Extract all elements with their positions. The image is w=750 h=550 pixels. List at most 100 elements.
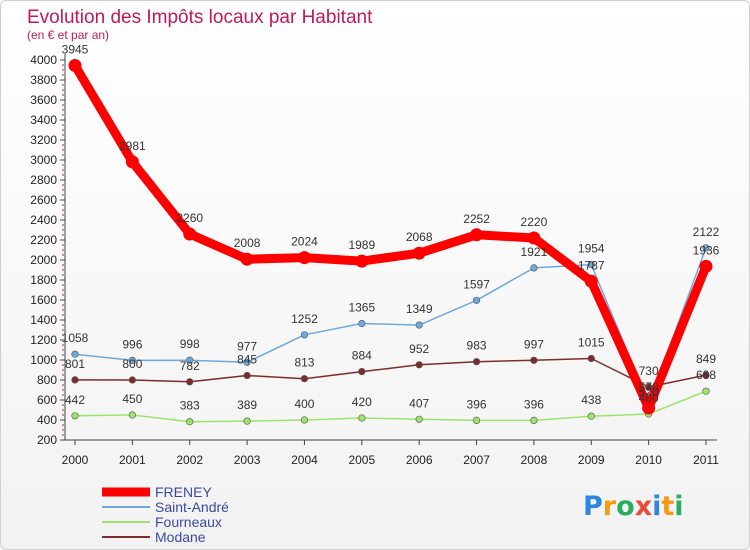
data-point-modane — [645, 383, 653, 391]
data-label-modane: 813 — [294, 356, 314, 370]
data-label-saint-andr-: 1252 — [291, 312, 318, 326]
data-point-fourneaux — [243, 417, 251, 425]
data-label-modane: 884 — [352, 349, 372, 363]
data-point-fourneaux — [415, 415, 423, 423]
x-tick-label: 2007 — [463, 453, 490, 467]
data-point-modane — [300, 375, 309, 383]
data-label-saint-andr-: 1058 — [62, 331, 89, 345]
x-tick-label: 2011 — [693, 453, 719, 467]
data-point-saint-andr- — [71, 350, 79, 358]
data-label-fourneaux: 442 — [65, 393, 85, 407]
data-label-saint-andr-: 2122 — [693, 225, 720, 239]
data-point-modane — [71, 376, 79, 384]
data-point-modane — [472, 358, 481, 366]
data-point-saint-andr- — [702, 244, 710, 252]
data-point-freney — [68, 59, 82, 72]
logo-letter: i — [652, 491, 661, 522]
data-label-fourneaux: 450 — [122, 392, 142, 406]
data-point-modane — [358, 368, 366, 376]
data-point-fourneaux — [128, 411, 136, 419]
data-label-freney: 2008 — [234, 236, 261, 250]
chart-subtitle: (en € et par an) — [27, 28, 109, 42]
logo-letter: P — [583, 491, 603, 522]
data-label-saint-andr-: 570 — [639, 380, 659, 394]
legend-label-saint-andr-: Saint-André — [155, 499, 229, 515]
data-point-freney — [412, 246, 426, 260]
data-label-modane: 782 — [180, 359, 200, 373]
y-tick-label: 1600 — [30, 293, 57, 307]
data-point-freney — [355, 254, 369, 268]
data-point-freney — [470, 228, 484, 242]
data-label-modane: 800 — [122, 357, 142, 371]
y-tick-label: 1400 — [30, 313, 57, 327]
y-tick-label: 3400 — [30, 113, 57, 127]
data-label-saint-andr-: 1365 — [348, 301, 375, 315]
data-label-modane: 952 — [409, 342, 429, 356]
series-modane — [71, 354, 710, 391]
y-tick-label: 2800 — [30, 173, 57, 187]
x-tick-label: 2001 — [119, 453, 146, 467]
data-point-saint-andr- — [358, 319, 366, 328]
series-freney — [68, 59, 713, 415]
data-point-modane — [186, 378, 194, 386]
y-tick-label: 800 — [37, 373, 57, 387]
data-label-freney: 2220 — [521, 215, 548, 229]
logo-letter: x — [635, 491, 652, 522]
y-tick-label: 2400 — [30, 213, 57, 227]
data-point-saint-andr- — [530, 264, 538, 272]
data-label-modane: 1015 — [578, 336, 605, 350]
y-tick-label: 1200 — [30, 333, 57, 347]
data-point-modane — [587, 354, 595, 363]
data-label-saint-andr-: 1921 — [521, 245, 548, 259]
x-tick-label: 2006 — [406, 453, 433, 467]
data-point-freney — [584, 274, 598, 288]
data-label-fourneaux: 396 — [524, 397, 544, 411]
y-tick-label: 400 — [37, 413, 57, 427]
data-label-freney: 2024 — [291, 235, 318, 249]
x-tick-label: 2003 — [234, 453, 261, 467]
y-tick-label: 3200 — [30, 133, 57, 147]
data-label-fourneaux: 688 — [696, 368, 716, 382]
data-point-freney — [527, 231, 541, 245]
data-point-fourneaux — [587, 412, 595, 420]
data-point-saint-andr- — [587, 261, 595, 269]
legend-label-fourneaux: Fourneaux — [155, 514, 222, 530]
series-line-modane — [74, 357, 707, 388]
data-point-modane — [243, 371, 251, 380]
series-saint-andr- — [71, 244, 710, 407]
data-label-saint-andr-: 996 — [122, 337, 142, 351]
data-label-freney: 2260 — [176, 211, 203, 225]
data-label-fourneaux: 400 — [294, 397, 314, 411]
data-label-fourneaux: 407 — [409, 396, 429, 410]
data-label-modane: 983 — [467, 339, 487, 353]
data-label-freney: 1787 — [578, 258, 605, 272]
y-tick-label: 1000 — [30, 353, 57, 367]
logo-letter: o — [616, 491, 635, 522]
data-point-saint-andr- — [300, 331, 309, 339]
data-label-freney: 2252 — [463, 212, 490, 226]
data-point-fourneaux — [186, 418, 194, 426]
x-tick-label: 2008 — [521, 453, 548, 467]
data-label-saint-andr-: 998 — [180, 337, 200, 351]
data-point-saint-andr- — [128, 356, 136, 365]
y-tick-label: 2200 — [30, 233, 57, 247]
y-tick-label: 4000 — [30, 53, 57, 67]
y-tick-label: 3000 — [30, 153, 57, 167]
data-label-saint-andr-: 977 — [237, 339, 257, 353]
data-point-fourneaux — [358, 414, 366, 422]
data-point-fourneaux — [702, 387, 710, 395]
data-point-freney — [699, 259, 713, 273]
y-tick-label: 200 — [37, 433, 57, 447]
data-label-freney: 2068 — [406, 230, 433, 244]
y-tick-label: 1800 — [30, 273, 57, 287]
data-point-modane — [530, 356, 538, 364]
logo-letter: i — [674, 491, 683, 522]
y-tick-label: 3800 — [30, 73, 57, 87]
data-point-fourneaux — [530, 416, 538, 425]
axes: 200 400 600 800 1000 1200 1400 1600 1800 2000 2200… — [30, 53, 719, 467]
x-tick-label: 2004 — [291, 453, 318, 467]
data-label-modane: 997 — [524, 337, 544, 351]
data-point-freney — [297, 251, 311, 265]
data-point-saint-andr- — [186, 356, 194, 364]
